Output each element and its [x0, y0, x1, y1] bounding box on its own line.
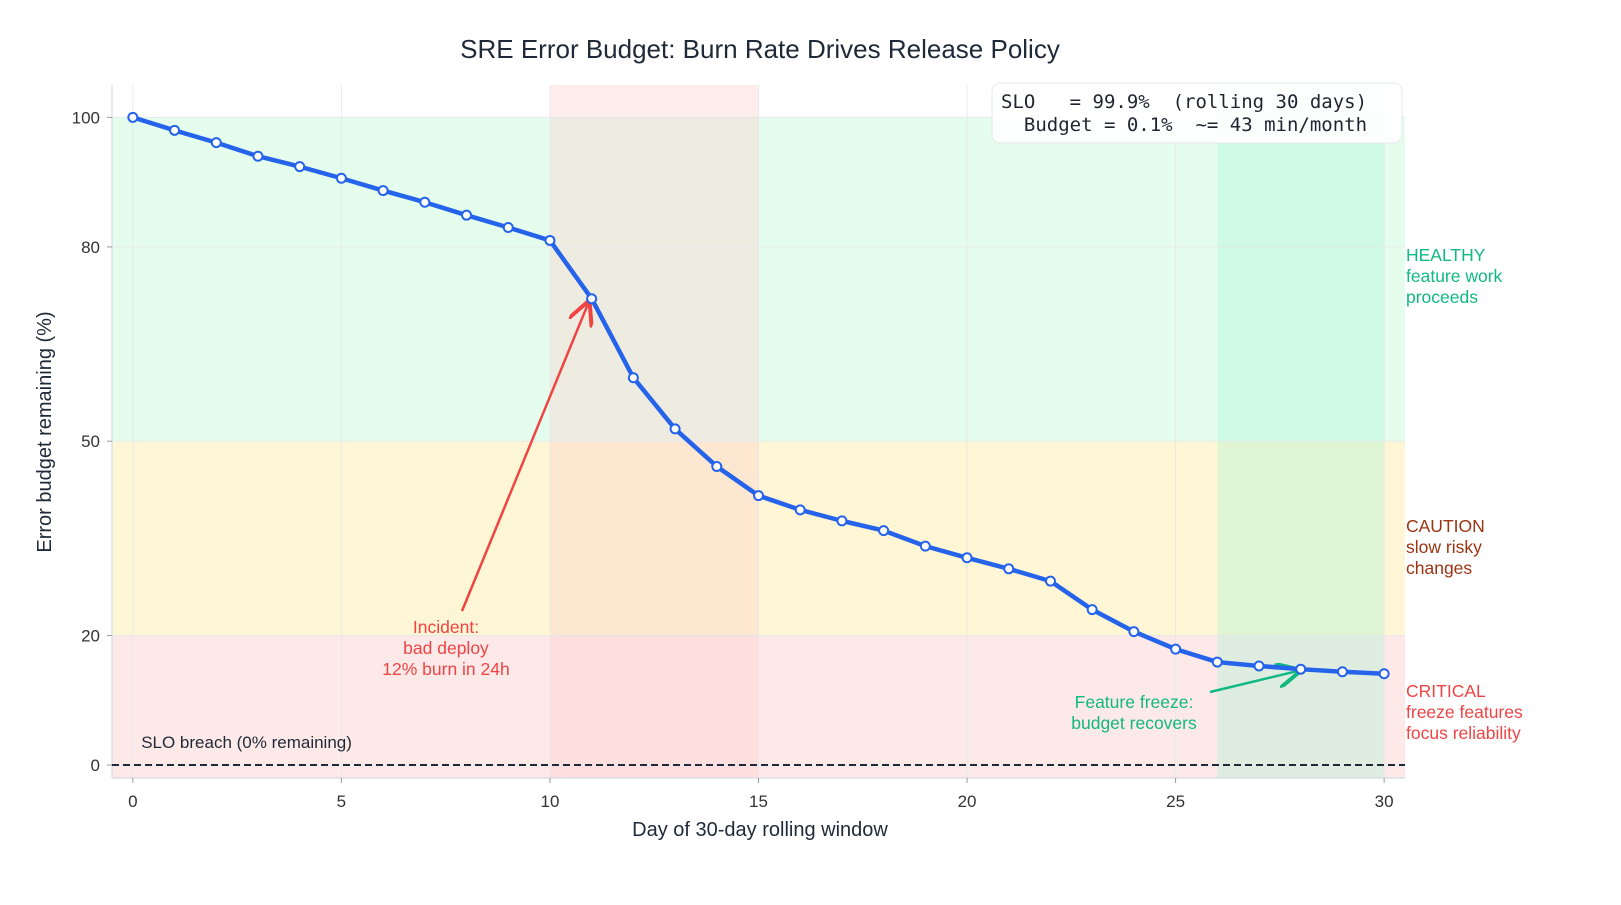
- annotation-arrow: [1209, 671, 1297, 694]
- slo-breach-label: SLO breach (0% remaining): [141, 733, 352, 752]
- data-point: [836, 515, 848, 527]
- chart-title: SRE Error Budget: Burn Rate Drives Relea…: [460, 34, 1060, 64]
- data-point: [753, 490, 764, 502]
- zone-label: CRITICAL: [1406, 681, 1486, 701]
- info-box-line: SLO = 99.9% (rolling 30 days): [1001, 91, 1367, 113]
- zone-label: changes: [1406, 558, 1472, 578]
- data-point: [210, 137, 222, 149]
- data-point: [1128, 626, 1140, 638]
- data-point: [586, 293, 598, 305]
- zone-label: HEALTHY: [1406, 245, 1486, 265]
- annotation-text: Incident:: [413, 617, 479, 637]
- zone-label: freeze features: [1406, 702, 1523, 722]
- zone-label: CAUTION: [1406, 516, 1485, 536]
- data-point: [127, 111, 139, 123]
- data-point: [1211, 656, 1223, 668]
- data-point: [878, 525, 890, 537]
- x-tick-label: 25: [1166, 792, 1185, 811]
- data-point: [377, 185, 389, 197]
- x-tick-label: 20: [958, 792, 977, 811]
- data-point: [669, 423, 681, 435]
- annotation-arrow: [460, 305, 588, 612]
- data-point: [252, 150, 264, 162]
- data-point: [1003, 563, 1015, 575]
- data-point: [627, 372, 639, 384]
- data-point: [961, 552, 973, 564]
- data-point: [794, 504, 806, 516]
- data-point: [919, 540, 931, 552]
- y-tick-label: 100: [72, 108, 100, 127]
- y-tick-label: 0: [91, 756, 100, 775]
- data-point: [1086, 604, 1098, 616]
- annotation-text: Feature freeze:: [1075, 692, 1194, 712]
- data-point: [1170, 643, 1182, 655]
- y-tick-label: 20: [81, 627, 100, 646]
- zone-label: feature work: [1406, 266, 1503, 286]
- x-tick-label: 10: [540, 792, 559, 811]
- data-point: [544, 234, 556, 246]
- data-point: [169, 124, 181, 136]
- data-point: [1336, 666, 1348, 678]
- x-tick-label: 5: [337, 792, 346, 811]
- y-tick-label: 80: [81, 238, 100, 257]
- y-tick-label: 50: [81, 432, 100, 451]
- data-point: [294, 161, 306, 173]
- annotation-text: 12% burn in 24h: [382, 659, 509, 679]
- data-point: [502, 221, 514, 233]
- info-box-line: Budget = 0.1% ~= 43 min/month: [1001, 114, 1367, 136]
- info-box: [991, 82, 1403, 144]
- zone-label: focus reliability: [1406, 723, 1521, 743]
- y-axis-label: Error budget remaining (%): [34, 311, 56, 552]
- data-point: [461, 209, 473, 221]
- x-tick-label: 15: [749, 792, 768, 811]
- data-point: [1044, 575, 1056, 587]
- data-point: [1253, 660, 1265, 672]
- data-point: [711, 460, 723, 472]
- x-tick-label: 0: [128, 792, 137, 811]
- data-point: [1295, 663, 1307, 675]
- data-point: [335, 172, 347, 184]
- annotation-text: budget recovers: [1071, 713, 1197, 733]
- annotation-text: bad deploy: [403, 638, 489, 658]
- x-tick-label: 30: [1375, 792, 1394, 811]
- data-point: [1378, 668, 1390, 680]
- zone-label: slow risky: [1406, 537, 1482, 557]
- x-axis-label: Day of 30-day rolling window: [632, 819, 888, 841]
- highlight-span: [549, 85, 759, 778]
- data-point: [419, 196, 431, 208]
- zone-label: proceeds: [1406, 287, 1478, 307]
